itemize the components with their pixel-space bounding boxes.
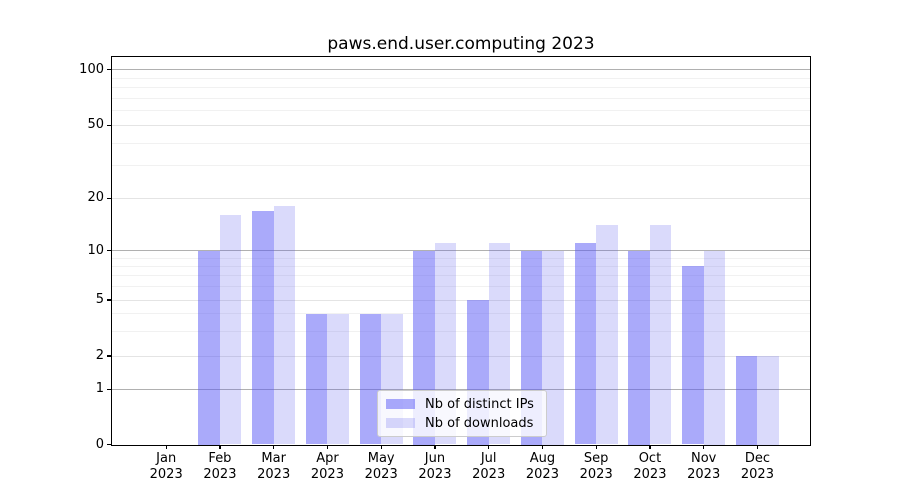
- gridline-y-2: [112, 355, 810, 357]
- bar-distinct-ips-nov: [682, 266, 704, 445]
- gridline-y-40: [112, 142, 810, 144]
- bar-downloads-aug: [542, 250, 564, 445]
- gridline-y-30: [112, 165, 810, 167]
- bar-distinct-ips-may: [359, 313, 382, 445]
- x-tick-label-jan: Jan 2023: [149, 451, 183, 482]
- x-tick-may: [380, 445, 382, 449]
- y-tick-label-20: 20: [87, 190, 104, 206]
- gridline-y-6: [112, 286, 810, 288]
- x-tick-label-may: May 2023: [364, 451, 398, 482]
- gridline-y-90: [112, 77, 810, 79]
- legend: Nb of distinct IPs Nb of downloads: [377, 390, 547, 437]
- x-tick-label-sep: Sep 2023: [579, 451, 613, 482]
- bar-distinct-ips-apr: [305, 313, 328, 445]
- x-tick-jan: [165, 445, 167, 449]
- gridline-y-10: [112, 250, 810, 251]
- y-tick-100: [107, 69, 111, 71]
- gridline-y-20: [112, 197, 810, 199]
- x-tick-apr: [326, 445, 329, 449]
- x-tick-label-mar: Mar 2023: [257, 451, 291, 482]
- gridline-y-100: [112, 69, 810, 71]
- x-tick-feb: [219, 445, 221, 449]
- y-tick-label-2: 2: [95, 348, 104, 363]
- x-tick-label-jul: Jul 2023: [472, 451, 506, 482]
- y-tick-2: [107, 355, 111, 357]
- y-tick-20: [107, 197, 111, 199]
- legend-swatch-distinct-ips-icon: [386, 399, 415, 409]
- bar-distinct-ips-mar: [252, 210, 274, 445]
- x-tick-label-apr: Apr 2023: [310, 451, 344, 482]
- gridline-y-60: [112, 110, 810, 112]
- x-tick-label-aug: Aug 2023: [525, 451, 559, 482]
- y-tick-1: [107, 388, 111, 390]
- y-tick-label-10: 10: [87, 242, 104, 258]
- gridline-y-80: [112, 87, 810, 89]
- x-tick-dec: [756, 445, 759, 449]
- bar-distinct-ips-dec: [735, 356, 758, 445]
- x-tick-label-dec: Dec 2023: [740, 451, 774, 482]
- y-tick-10: [107, 249, 111, 252]
- bar-distinct-ips-feb: [198, 250, 220, 445]
- y-tick-label-0: 0: [95, 436, 104, 452]
- x-tick-nov: [703, 445, 705, 449]
- bar-downloads-nov: [703, 250, 726, 445]
- x-tick-label-feb: Feb 2023: [203, 451, 237, 482]
- legend-label-distinct-ips: Nb of distinct IPs: [425, 396, 534, 412]
- gridline-y-50: [112, 124, 810, 126]
- gridline-y-3: [112, 330, 810, 332]
- y-tick-label-50: 50: [87, 117, 104, 133]
- x-tick-label-oct: Oct 2023: [633, 451, 667, 482]
- x-tick-aug: [541, 445, 544, 449]
- x-tick-mar: [273, 445, 275, 449]
- y-tick-50: [107, 124, 111, 126]
- x-tick-label-nov: Nov 2023: [687, 451, 721, 482]
- y-tick-0: [107, 443, 111, 446]
- gridline-y-5: [112, 299, 810, 301]
- gridline-y-1: [112, 388, 810, 390]
- bar-distinct-ips-oct: [628, 250, 650, 445]
- bar-downloads-dec: [757, 356, 779, 445]
- chart-title: paws.end.user.computing 2023: [327, 34, 595, 54]
- x-tick-sep: [595, 445, 597, 449]
- gridline-y-7: [112, 275, 810, 277]
- bar-downloads-sep: [596, 225, 618, 445]
- x-tick-jun: [434, 445, 436, 449]
- y-tick-label-5: 5: [95, 292, 104, 307]
- y-tick-5: [107, 299, 111, 301]
- legend-item-downloads: Nb of downloads: [386, 415, 546, 431]
- legend-label-downloads: Nb of downloads: [425, 415, 534, 431]
- legend-swatch-downloads-icon: [386, 418, 415, 428]
- gridline-y-4: [112, 313, 810, 315]
- x-tick-label-jun: Jun 2023: [418, 451, 452, 482]
- gridline-y-70: [112, 97, 810, 99]
- bar-downloads-feb: [219, 215, 242, 445]
- x-tick-oct: [649, 445, 651, 449]
- bar-downloads-apr: [327, 313, 349, 445]
- legend-item-distinct-ips: Nb of distinct IPs: [386, 396, 546, 412]
- y-tick-label-1: 1: [95, 381, 104, 397]
- bar-downloads-oct: [649, 225, 672, 445]
- y-tick-label-100: 100: [79, 61, 104, 77]
- bar-distinct-ips-sep: [574, 243, 597, 445]
- gridline-y-9: [112, 257, 810, 259]
- gridline-y-8: [112, 265, 810, 267]
- bar-downloads-mar: [273, 206, 296, 445]
- x-tick-jul: [488, 445, 490, 449]
